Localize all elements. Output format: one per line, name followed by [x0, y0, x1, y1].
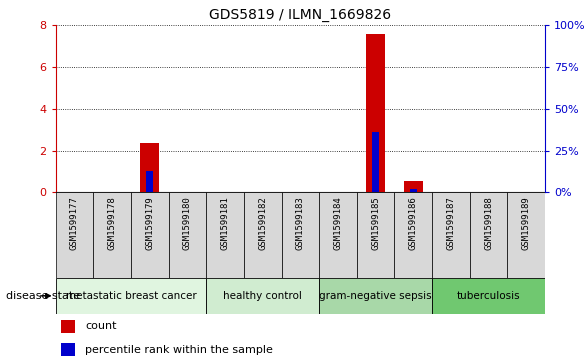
Text: GSM1599181: GSM1599181	[220, 197, 230, 250]
Bar	[60, 321, 75, 333]
Bar	[141, 143, 159, 192]
Text: GSM1599179: GSM1599179	[145, 197, 154, 250]
Text: GSM1599178: GSM1599178	[108, 197, 117, 250]
Bar	[56, 278, 206, 314]
Bar	[404, 181, 423, 192]
Bar	[410, 189, 417, 192]
Bar	[372, 132, 379, 192]
Bar	[131, 192, 169, 278]
Text: GSM1599180: GSM1599180	[183, 197, 192, 250]
Text: tuberculosis: tuberculosis	[456, 291, 520, 301]
Text: disease state: disease state	[6, 291, 80, 301]
Text: percentile rank within the sample: percentile rank within the sample	[85, 344, 273, 355]
Bar	[206, 192, 244, 278]
Text: count: count	[85, 322, 117, 331]
Text: GSM1599189: GSM1599189	[522, 197, 531, 250]
Text: GSM1599184: GSM1599184	[333, 197, 342, 250]
Bar	[357, 192, 394, 278]
Bar	[206, 278, 319, 314]
Bar	[394, 192, 432, 278]
Bar	[146, 171, 153, 192]
Text: GSM1599182: GSM1599182	[258, 197, 267, 250]
Bar	[56, 192, 93, 278]
Bar	[507, 192, 545, 278]
Bar	[319, 192, 357, 278]
Text: metastatic breast cancer: metastatic breast cancer	[66, 291, 196, 301]
Text: GSM1599185: GSM1599185	[371, 197, 380, 250]
Bar	[432, 278, 545, 314]
Text: gram-negative sepsis: gram-negative sepsis	[319, 291, 432, 301]
Text: GSM1599186: GSM1599186	[409, 197, 418, 250]
Title: GDS5819 / ILMN_1669826: GDS5819 / ILMN_1669826	[209, 8, 391, 22]
Bar	[319, 278, 432, 314]
Bar	[169, 192, 206, 278]
Bar	[432, 192, 470, 278]
Bar	[281, 192, 319, 278]
Text: GSM1599177: GSM1599177	[70, 197, 79, 250]
Text: GSM1599187: GSM1599187	[447, 197, 455, 250]
Text: GSM1599188: GSM1599188	[484, 197, 493, 250]
Text: GSM1599183: GSM1599183	[296, 197, 305, 250]
Bar	[60, 343, 75, 356]
Bar	[244, 192, 281, 278]
Bar	[470, 192, 507, 278]
Text: healthy control: healthy control	[223, 291, 302, 301]
Bar	[366, 34, 385, 192]
Bar	[93, 192, 131, 278]
